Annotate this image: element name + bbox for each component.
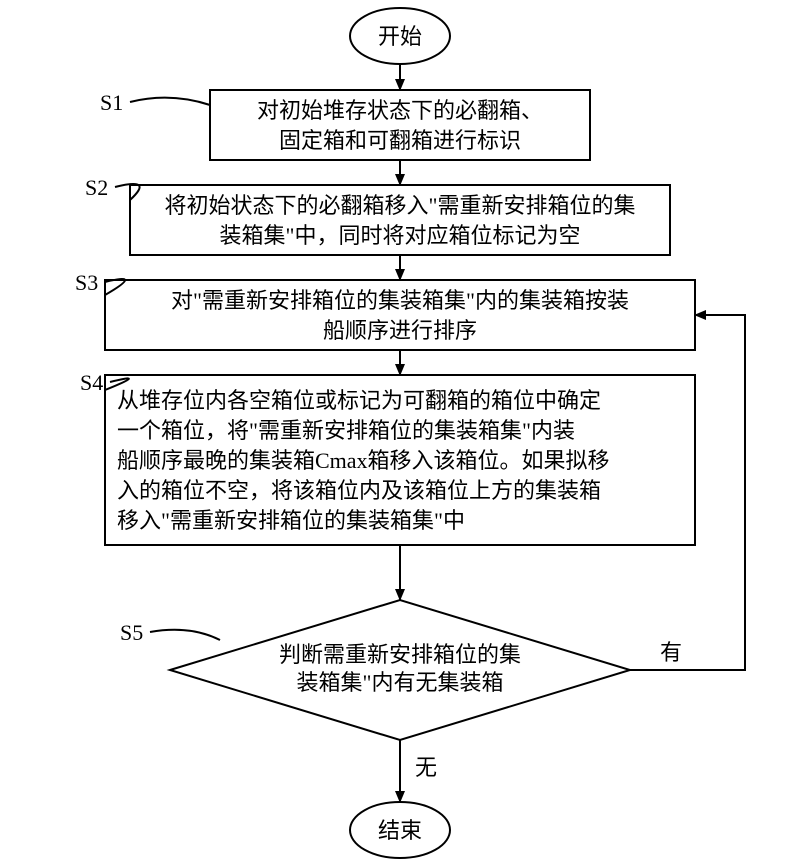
decision-text-0: 判断需重新安排箱位的集 <box>279 642 521 667</box>
step-label-s3: S3 <box>75 270 98 295</box>
step-text-s4-0: 从堆存位内各空箱位或标记为可翻箱的箱位中确定 <box>117 388 601 413</box>
step-text-s2-1: 装箱集"中，同时将对应箱位标记为空 <box>220 223 581 248</box>
step-text-s1-1: 固定箱和可翻箱进行标识 <box>279 128 521 153</box>
step-text-s2-0: 将初始状态下的必翻箱移入"需重新安排箱位的集 <box>165 193 636 218</box>
step-text-s4-2: 船顺序最晚的集装箱Cmax箱移入该箱位。如果拟移 <box>117 448 610 473</box>
step-text-s4-4: 移入"需重新安排箱位的集装箱集"中 <box>117 508 465 533</box>
decision-text-1: 装箱集"内有无集装箱 <box>297 670 504 695</box>
step-text-s4-3: 入的箱位不空，将该箱位内及该箱位上方的集装箱 <box>117 478 601 503</box>
step-label-s2: S2 <box>85 175 108 200</box>
edge-label-no: 无 <box>415 755 437 780</box>
start-label: 开始 <box>378 24 422 49</box>
step-label-s1: S1 <box>100 90 123 115</box>
leader-s5 <box>150 630 220 640</box>
edge-label-yes: 有 <box>660 640 682 665</box>
step-text-s1-0: 对初始堆存状态下的必翻箱、 <box>257 98 543 123</box>
step-text-s4-1: 一个箱位，将"需重新安排箱位的集装箱集"内装 <box>117 418 575 443</box>
step-text-s3-0: 对"需重新安排箱位的集装箱集"内的集装箱按装 <box>171 288 629 313</box>
end-label: 结束 <box>378 818 422 843</box>
step-label-s4: S4 <box>80 370 103 395</box>
step-text-s3-1: 船顺序进行排序 <box>323 318 477 343</box>
step-label-s5: S5 <box>120 620 143 645</box>
leader-s1 <box>130 98 210 105</box>
